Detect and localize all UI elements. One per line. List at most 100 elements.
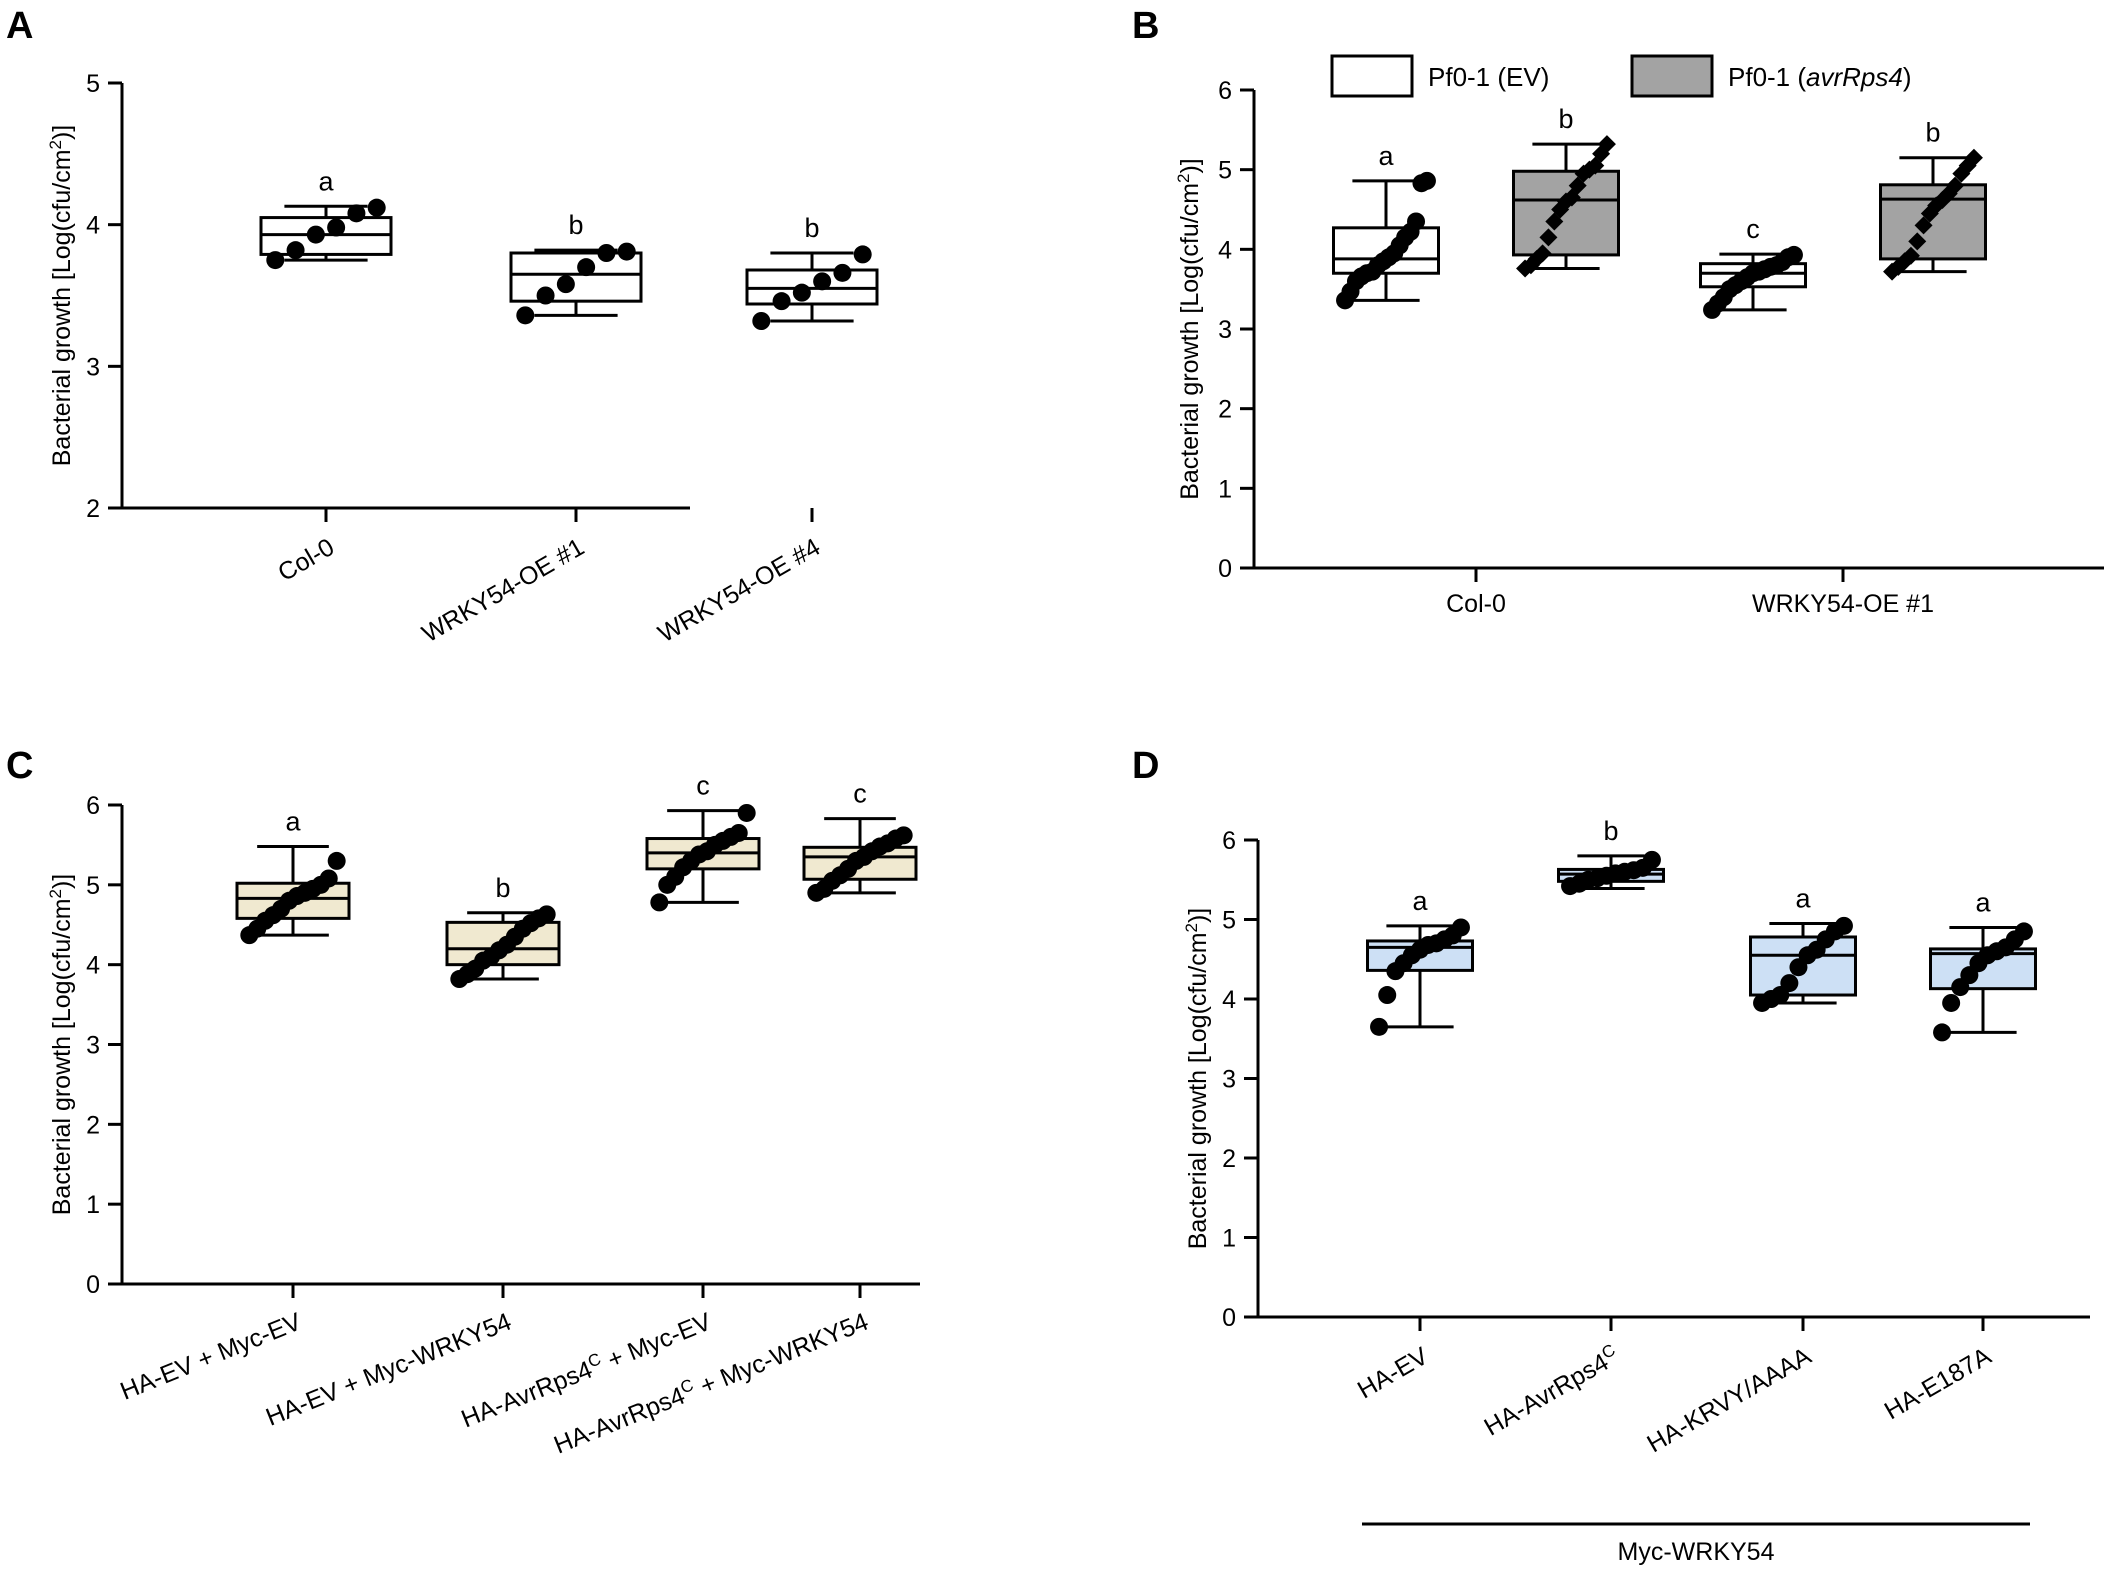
- panel-letter-c: C: [6, 745, 33, 787]
- y-tick-label: 3: [86, 1032, 100, 1060]
- data-point: [266, 251, 285, 270]
- y-axis-label: Bacterial growth [Log(cfu/cm2)]: [46, 874, 77, 1216]
- x-category-label: WRKY54-OE #1: [417, 533, 589, 648]
- box-iqr: [1749, 935, 1857, 997]
- data-point: [327, 851, 346, 870]
- y-tick-label: 1: [1222, 1225, 1236, 1253]
- data-point-diamond: [1914, 216, 1933, 235]
- y-tick-label: 2: [86, 1111, 100, 1139]
- significance-letter: a: [1378, 141, 1394, 171]
- chart-panel-c: 0 1 2 3 4 5 6 Bacterial growth [Log(cfu/cm2)] a b…: [46, 771, 920, 1460]
- data-point-diamond: [1895, 252, 1914, 271]
- x-category-label: WRKY54-OE #4: [653, 533, 825, 648]
- y-tick-label: 5: [1222, 907, 1236, 935]
- data-point-diamond: [1597, 135, 1616, 154]
- data-point: [1784, 245, 1803, 264]
- legend-swatch-avrrps4: [1630, 54, 1714, 98]
- box-iqr: [1879, 183, 1987, 261]
- data-point: [833, 263, 852, 282]
- data-point-diamond: [1533, 244, 1552, 263]
- data-point: [1378, 986, 1397, 1005]
- group-label: Myc-WRKY54: [1618, 1538, 1775, 1566]
- data-point: [1407, 212, 1426, 231]
- data-point-diamond: [1908, 232, 1927, 251]
- y-axis-label: Bacterial growth [Log(cfu/cm2)]: [46, 125, 77, 467]
- data-point-diamond: [1527, 249, 1546, 268]
- y-tick-label: 5: [1218, 157, 1232, 185]
- data-point: [737, 803, 756, 822]
- x-category-label: HA-EV: [1353, 1342, 1433, 1405]
- y-tick-label: 5: [86, 70, 100, 98]
- panel-letter-a: A: [6, 5, 33, 47]
- y-tick-label: 6: [1218, 77, 1232, 105]
- data-point: [752, 312, 771, 330]
- box-iqr: [1512, 169, 1620, 257]
- x-category-label: HA-AvrRps4C: [1478, 1340, 1624, 1442]
- data-point: [319, 869, 338, 888]
- significance-letter: a: [1412, 886, 1428, 916]
- data-point: [556, 275, 575, 294]
- y-tick-label: 1: [1218, 475, 1232, 503]
- y-tick-label: 3: [86, 353, 100, 381]
- data-point-diamond: [1901, 246, 1920, 265]
- y-axis-label: Bacterial growth [Log(cfu/cm2)]: [1174, 158, 1205, 500]
- data-point: [1942, 993, 1961, 1012]
- significance-letter: a: [318, 166, 334, 196]
- data-point: [516, 306, 535, 325]
- legend-label-avrrps4: Pf0-1 (avrRps4): [1728, 62, 1912, 92]
- chart-panel-a: 2 3 4 5 Bacterial growth [Log(cfu/cm2)] a b b Co…: [46, 70, 879, 648]
- data-point: [286, 241, 305, 260]
- legend: Pf0-1 (EV) Pf0-1 (avrRps4): [1330, 54, 1912, 98]
- significance-letter: a: [285, 807, 301, 837]
- data-point: [1417, 171, 1436, 190]
- chart-panel-d: 0 1 2 3 4 5 6 Bacterial growth [Log(cfu/cm2)] a b…: [1182, 816, 2090, 1566]
- data-point: [1451, 918, 1470, 937]
- significance-letter: b: [1925, 118, 1940, 148]
- data-point: [306, 225, 325, 244]
- x-category-label: HA-E187A: [1880, 1342, 1997, 1425]
- y-tick-label: 3: [1222, 1066, 1236, 1094]
- significance-letter: b: [804, 213, 819, 243]
- data-point: [853, 245, 872, 264]
- data-point: [577, 258, 596, 277]
- legend-label-ev: Pf0-1 (EV): [1428, 62, 1549, 92]
- significance-letter: b: [1558, 104, 1573, 134]
- x-category-label: Col-0: [273, 533, 339, 587]
- y-tick-label: 2: [1218, 396, 1232, 424]
- y-tick-label: 3: [1218, 316, 1232, 344]
- data-point: [536, 286, 555, 305]
- significance-letter: b: [1603, 816, 1618, 846]
- data-point: [327, 218, 346, 237]
- legend-swatch-ev: [1330, 54, 1414, 98]
- y-tick-label: 5: [86, 872, 100, 900]
- y-tick-label: 6: [86, 792, 100, 820]
- data-point: [1642, 850, 1661, 869]
- panel-letter-b: B: [1132, 5, 1159, 47]
- data-point: [2014, 922, 2033, 941]
- y-tick-label: 2: [86, 495, 100, 523]
- significance-letter: a: [1795, 883, 1811, 913]
- data-point: [650, 893, 669, 912]
- significance-letter: a: [1975, 887, 1991, 917]
- x-category-label: WRKY54-OE #1: [1752, 590, 1934, 618]
- y-tick-label: 4: [1218, 236, 1232, 264]
- data-point: [1834, 916, 1853, 935]
- data-point: [772, 292, 791, 311]
- data-point: [367, 198, 386, 217]
- y-tick-label: 0: [1222, 1304, 1236, 1332]
- x-category-label: HA-EV + Myc-EV: [116, 1307, 305, 1405]
- y-axis-label: Bacterial growth [Log(cfu/cm2)]: [1182, 908, 1213, 1250]
- data-point: [1370, 1017, 1389, 1036]
- chart-panel-b: 0 1 2 3 4 5 6 Bacterial growth [Log(cfu/cm2)] a c…: [1174, 54, 2104, 618]
- y-tick-label: 0: [1218, 555, 1232, 583]
- significance-letter: b: [568, 210, 583, 240]
- data-point: [1780, 974, 1799, 993]
- x-category-label: HA-KRVY/AAAA: [1642, 1342, 1816, 1459]
- data-point: [617, 242, 636, 261]
- significance-letter: c: [1746, 214, 1760, 244]
- y-tick-label: 4: [1222, 986, 1236, 1014]
- data-point-diamond: [1964, 148, 1983, 167]
- data-point: [1933, 1023, 1952, 1042]
- significance-letter: b: [495, 873, 510, 903]
